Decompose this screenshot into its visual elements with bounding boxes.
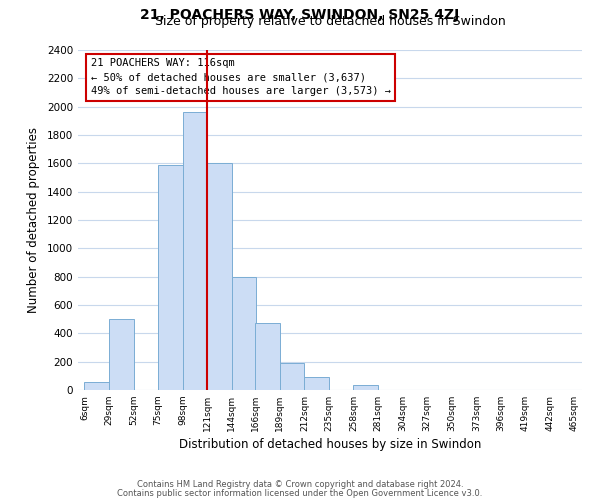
Text: Contains HM Land Registry data © Crown copyright and database right 2024.: Contains HM Land Registry data © Crown c… — [137, 480, 463, 489]
Text: 21 POACHERS WAY: 116sqm
← 50% of detached houses are smaller (3,637)
49% of semi: 21 POACHERS WAY: 116sqm ← 50% of detache… — [91, 58, 391, 96]
Bar — [353, 385, 378, 390]
Bar — [255, 322, 280, 390]
Bar — [207, 164, 232, 390]
Bar — [182, 112, 207, 390]
Title: Size of property relative to detached houses in Swindon: Size of property relative to detached ho… — [155, 15, 505, 28]
Text: Contains public sector information licensed under the Open Government Licence v3: Contains public sector information licen… — [118, 488, 482, 498]
Bar — [158, 165, 182, 390]
Bar — [85, 382, 109, 390]
Bar — [109, 319, 134, 390]
Y-axis label: Number of detached properties: Number of detached properties — [27, 127, 40, 313]
Text: 21, POACHERS WAY, SWINDON, SN25 4ZJ: 21, POACHERS WAY, SWINDON, SN25 4ZJ — [140, 8, 460, 22]
Bar — [280, 363, 304, 390]
X-axis label: Distribution of detached houses by size in Swindon: Distribution of detached houses by size … — [179, 438, 481, 451]
Bar — [232, 276, 256, 390]
Bar — [304, 376, 329, 390]
